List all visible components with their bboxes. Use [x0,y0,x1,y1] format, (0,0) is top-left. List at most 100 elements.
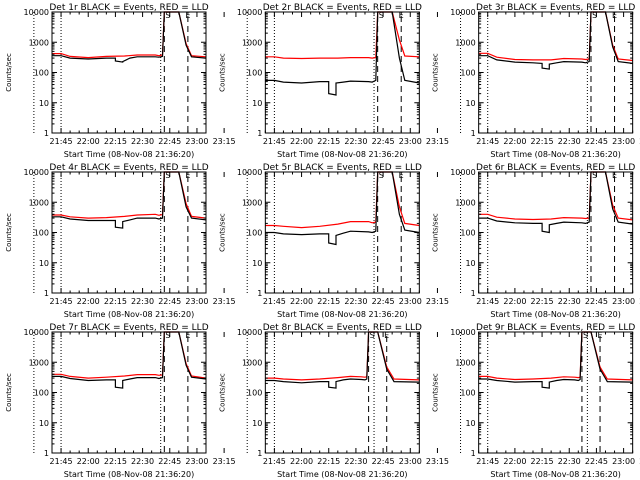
x-tick-label: 22:00 [503,137,526,146]
y-tick-label: 1000 [242,198,262,207]
marker-symbol: E [185,11,190,20]
panel-title: Det 1r BLACK = Events, RED = LLD [49,3,208,13]
x-tick-label: 22:30 [131,457,154,466]
detector-panel-4: Det 4r BLACK = Events, RED = LLD Counts/s… [5,163,236,319]
y-tick-label: 100 [460,389,475,398]
x-tick-label: 22:30 [558,137,581,146]
x-tick-label: 23:00 [185,137,208,146]
marker-symbol: E [185,171,190,180]
y-tick-label: 1000 [29,358,49,367]
x-tick-label: 22:45 [585,137,608,146]
y-tick-label: 100 [34,69,49,78]
panel-title: Det 8r BLACK = Events, RED = LLD [263,323,422,333]
marker-symbol: S [379,171,384,180]
x-tick-label: 22:15 [317,137,340,146]
detector-panel-9: Det 9r BLACK = Events, RED = LLD Counts/s… [432,323,640,479]
y-axis-label: Counts/sec [218,213,226,252]
panel-title: Det 3r BLACK = Events, RED = LLD [476,3,635,13]
marker-symbol: E [612,171,617,180]
x-tick-label: 22:45 [585,457,608,466]
y-tick-label: 1000 [455,38,475,47]
x-tick-label: 23:15 [213,297,236,306]
marker-symbol: E [399,171,404,180]
x-tick-label: 21:45 [50,137,73,146]
x-tick-label: 22:30 [558,297,581,306]
y-tick-label: 100 [247,389,262,398]
y-tick-label: 10000 [450,328,475,337]
y-tick-label: 100 [247,69,262,78]
y-tick-label: 1 [257,449,262,458]
y-axis-label: Counts/sec [5,373,13,412]
x-tick-label: 21:45 [476,457,499,466]
panel-title: Det 5r BLACK = Events, RED = LLD [263,163,422,173]
y-tick-label: 1 [471,289,476,298]
y-axis-label: Counts/sec [5,53,13,92]
y-tick-label: 1 [257,289,262,298]
y-tick-label: 10 [252,99,262,108]
y-tick-label: 100 [247,229,262,238]
marker-symbol: S [165,171,170,180]
x-tick-label: 22:45 [372,137,395,146]
y-tick-label: 10000 [24,8,49,17]
x-axis-label: Start Time (08-Nov-08 21:36:20) [490,150,620,159]
x-tick-label: 22:45 [158,297,181,306]
panel-title: Det 9r BLACK = Events, RED = LLD [476,323,635,333]
x-tick-label: 21:45 [263,297,286,306]
y-tick-label: 10000 [237,328,262,337]
y-tick-label: 10000 [450,168,475,177]
x-tick-label: 21:45 [50,457,73,466]
x-tick-label: 22:30 [344,297,367,306]
x-tick-label: 22:00 [503,297,526,306]
y-tick-label: 10 [465,99,475,108]
x-tick-label: 23:15 [213,137,236,146]
x-tick-label: 23:00 [612,457,635,466]
marker-symbol: E [384,331,389,340]
detector-panel-8: Det 8r BLACK = Events, RED = LLD Counts/s… [218,323,449,479]
x-tick-label: 22:45 [585,297,608,306]
x-axis-label: Start Time (08-Nov-08 21:36:20) [277,310,407,319]
x-axis-label: Start Time (08-Nov-08 21:36:20) [64,310,194,319]
x-axis-label: Start Time (08-Nov-08 21:36:20) [64,150,194,159]
lld-series-line [265,11,420,60]
detector-panel-2: Det 2r BLACK = Events, RED = LLD Counts/s… [218,3,449,159]
x-tick-label: 23:00 [612,297,635,306]
y-tick-label: 10 [39,99,49,108]
marker-symbol: S [583,331,588,340]
x-tick-label: 23:15 [213,457,236,466]
x-tick-label: 22:45 [158,137,181,146]
marker-symbol: E [185,331,190,340]
y-axis-label: Counts/sec [432,373,440,412]
x-tick-label: 22:00 [503,457,526,466]
x-tick-label: 23:15 [426,297,449,306]
x-tick-label: 22:00 [290,297,313,306]
y-tick-label: 10000 [450,8,475,17]
y-tick-label: 10000 [237,8,262,17]
x-tick-label: 23:00 [399,457,422,466]
y-tick-label: 10 [39,419,49,428]
detector-panel-6: Det 6r BLACK = Events, RED = LLD Counts/s… [432,163,640,319]
x-tick-label: 22:30 [344,137,367,146]
y-tick-label: 100 [34,229,49,238]
x-tick-label: 22:15 [317,457,340,466]
y-axis-label: Counts/sec [5,213,13,252]
y-tick-label: 1000 [29,38,49,47]
y-tick-label: 10 [252,259,262,268]
marker-symbol: S [165,11,170,20]
x-tick-label: 21:45 [476,137,499,146]
y-tick-label: 10000 [24,328,49,337]
y-tick-label: 1000 [242,358,262,367]
marker-symbol: S [370,331,375,340]
x-tick-label: 22:15 [104,457,127,466]
y-tick-label: 100 [34,389,49,398]
y-tick-label: 1 [44,289,49,298]
detector-panel-7: Det 7r BLACK = Events, RED = LLD Counts/s… [5,323,236,479]
x-tick-label: 22:45 [158,457,181,466]
y-axis-label: Counts/sec [432,213,440,252]
y-tick-label: 10 [39,259,49,268]
x-tick-label: 22:30 [558,457,581,466]
detector-panel-1: Det 1r BLACK = Events, RED = LLD Counts/s… [5,3,236,159]
x-tick-label: 22:45 [372,297,395,306]
x-axis-label: Start Time (08-Nov-08 21:36:20) [277,470,407,479]
y-tick-label: 1 [471,129,476,138]
